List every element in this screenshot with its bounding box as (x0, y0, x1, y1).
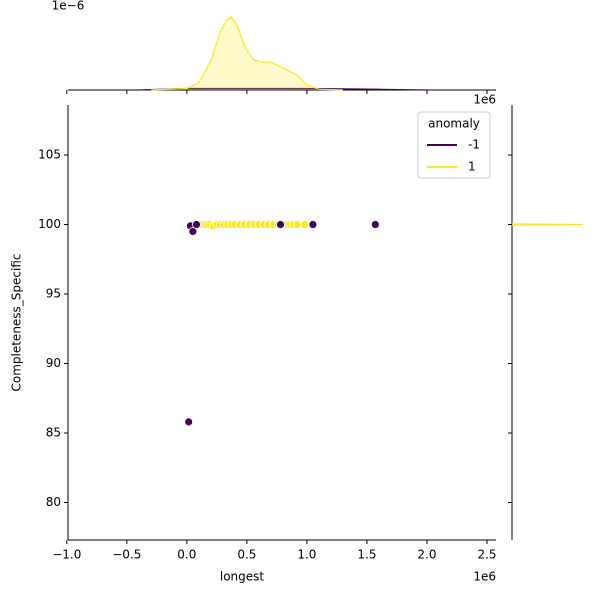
point (370, 220, 380, 229)
legend-title: anomaly (428, 117, 480, 131)
point (192, 220, 201, 229)
y-tick-label: 105 (38, 148, 61, 162)
legend-label: 1 (468, 160, 476, 174)
point (308, 220, 318, 229)
offset-label: 1e6 (473, 93, 496, 107)
x-tick-label: 1.0 (297, 548, 316, 562)
y-axis-label: Completeness_Specific (10, 253, 24, 391)
y-tick-label: 95 (46, 287, 61, 301)
legend-label: -1 (468, 138, 480, 152)
x-tick-label: 2.5 (477, 548, 496, 562)
point (300, 220, 309, 229)
point (184, 417, 194, 427)
x-tick-label: 1.5 (357, 548, 376, 562)
x-tick-label: −1.0 (52, 548, 81, 562)
point (292, 220, 302, 229)
offset-label: 1e−6 (52, 0, 85, 13)
kde-line (511, 223, 583, 226)
y-tick-label: 85 (46, 425, 61, 439)
x-tick-label: 2.0 (417, 548, 436, 562)
kde-area (150, 16, 343, 91)
y-tick-label: 100 (38, 217, 61, 231)
x-offset-label: 1e6 (473, 570, 496, 584)
y-tick-label: 90 (46, 356, 61, 370)
point (188, 227, 198, 236)
x-tick-label: 0.0 (177, 548, 196, 562)
x-axis-label: longest (220, 570, 265, 584)
x-tick-label: 0.5 (237, 548, 256, 562)
x-tick-label: −0.5 (112, 548, 141, 562)
kde-line (150, 15, 343, 91)
point (276, 220, 285, 229)
y-tick-label: 80 (46, 495, 61, 509)
